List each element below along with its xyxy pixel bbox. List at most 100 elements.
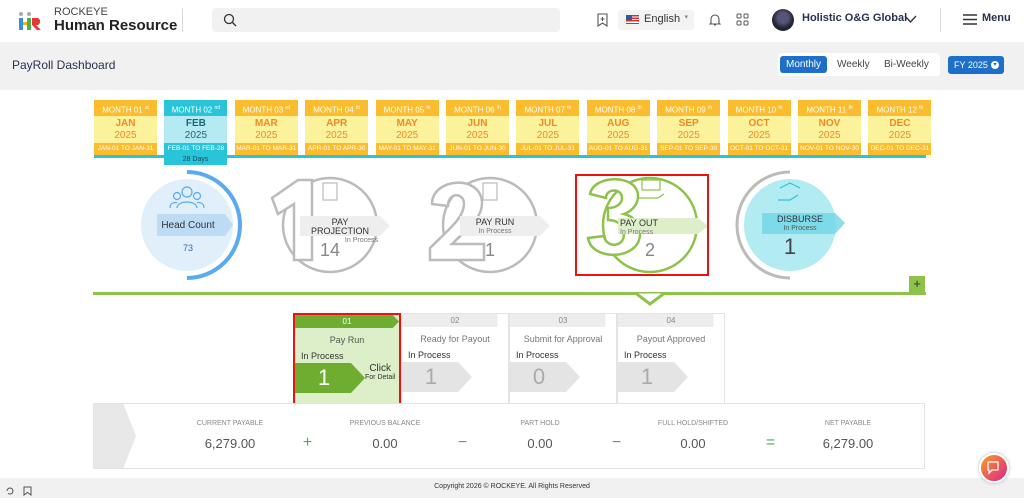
month-card[interactable]: MONTH 05 th MAY 2025 MAY-01 TO MAY-31: [375, 100, 439, 155]
pay-projection-card[interactable]: PAY PROJECTION In Process: [302, 218, 378, 245]
chat-button[interactable]: [979, 453, 1009, 483]
stage-count[interactable]: 1: [295, 363, 365, 393]
operator-sign: −: [611, 434, 622, 451]
stage-card[interactable]: 04 Payout Approved In Process 1: [617, 313, 725, 405]
stage-count[interactable]: 1: [402, 362, 472, 392]
stage-number: 02: [402, 314, 508, 327]
chevron-down-icon: ▾: [991, 61, 999, 69]
month-range: SEP-01 TO SEP-30: [657, 143, 721, 155]
menu-button[interactable]: Menu: [982, 12, 1011, 24]
chevron-down-icon[interactable]: [904, 15, 917, 24]
divider: [940, 8, 941, 32]
stage-card[interactable]: 01 Pay Run In Process 1 Click For Detail: [293, 313, 401, 405]
tab-weekly[interactable]: Weekly: [837, 59, 870, 70]
pay-out-card[interactable]: PAY OUT In Process: [620, 219, 690, 237]
disburse-card[interactable]: DISBURSE In Process: [760, 215, 840, 233]
pay-out-highlight[interactable]: [575, 174, 709, 276]
expand-button[interactable]: +: [909, 276, 925, 292]
month-range: MAY-01 TO MAY-31: [375, 143, 439, 155]
fiscal-year-label: FY 2025: [954, 60, 988, 70]
month-range: OCT-01 TO OCT-31: [727, 143, 791, 155]
month-body: FEB 2025: [164, 116, 228, 143]
search-input[interactable]: [212, 8, 560, 32]
month-range: JAN-01 TO JAN-31: [94, 143, 157, 155]
fiscal-year-select[interactable]: FY 2025 ▾: [948, 56, 1004, 74]
step-one-digit-shape: [270, 178, 314, 262]
month-card[interactable]: MONTH 01 st JAN 2025 JAN-01 TO JAN-31: [94, 100, 157, 155]
month-card[interactable]: MONTH 06 th JUN 2025 JUN-01 TO JUN-30: [446, 100, 509, 155]
month-label: MONTH 03 rd: [234, 100, 298, 116]
stage-status: In Process: [408, 350, 451, 360]
stage-name: Submit for Approval: [523, 334, 603, 344]
pay-run-card[interactable]: PAY RUN In Process: [460, 218, 530, 236]
month-label: MONTH 01 st: [94, 100, 157, 116]
stage-name: Pay Run: [329, 335, 365, 345]
month-label: MONTH 09 th: [657, 100, 721, 116]
brand-name: Human Resource: [54, 17, 178, 34]
month-card[interactable]: MONTH 07 th JUL 2025 JUL-01 TO JUL-31: [516, 100, 580, 155]
apps-grid-icon[interactable]: [736, 13, 749, 26]
month-body: JUL 2025: [516, 116, 580, 143]
avatar[interactable]: [772, 9, 794, 31]
month-card[interactable]: MONTH 10 th OCT 2025 OCT-01 TO OCT-31: [727, 100, 791, 155]
month-body: SEP 2025: [657, 116, 721, 143]
summary-value: 0.00: [527, 436, 553, 451]
month-label: MONTH 08 th: [586, 100, 650, 116]
tab-bi-weekly[interactable]: Bi-Weekly: [884, 59, 929, 70]
summary-value: 6,279.00: [822, 436, 874, 451]
operator-sign: +: [302, 434, 313, 451]
stage-card[interactable]: 03 Submit for Approval In Process 0: [509, 313, 617, 405]
summary-label: PREVIOUS BALANCE: [349, 420, 421, 427]
summary-label: NET PAYABLE: [824, 420, 872, 427]
click-for-detail[interactable]: Click For Detail: [365, 363, 396, 381]
month-card[interactable]: MONTH 03 rd MAR 2025 MAR-01 TO MAR-31: [234, 100, 298, 155]
stage-name: Ready for Payout: [420, 334, 490, 344]
step-two-digit-shape: [428, 181, 486, 262]
month-body: DEC 2025: [868, 116, 932, 143]
bookmark-icon[interactable]: [23, 486, 32, 496]
month-range: AUG-01 TO AUG-31: [586, 143, 650, 155]
stage-number: 03: [510, 314, 616, 327]
month-card[interactable]: MONTH 09 th SEP 2025 SEP-01 TO SEP-30: [657, 100, 721, 155]
summary-label: FULL HOLD/SHIFTED: [657, 420, 729, 427]
search-icon: [223, 13, 237, 27]
period-toggle: Monthly Weekly Bi-Weekly: [778, 53, 940, 76]
top-bar: ROCKEYE Human Resource English ▾ Holistic…: [0, 0, 1024, 42]
month-range: JUN-01 TO JUN-30: [446, 143, 509, 155]
pay-projection-value[interactable]: 14: [319, 240, 341, 260]
month-body: NOV 2025: [798, 116, 861, 143]
step-label: PAY RUN: [475, 217, 515, 227]
month-card[interactable]: MONTH 11 th NOV 2025 NOV-01 TO NOV-30: [798, 100, 861, 155]
stage-count[interactable]: 0: [510, 362, 580, 392]
stage-count[interactable]: 1: [618, 362, 688, 392]
month-card[interactable]: MONTH 08 th AUG 2025 AUG-01 TO AUG-31: [586, 100, 650, 155]
month-card[interactable]: MONTH 04 th APR 2025 APR-01 TO APR-30: [305, 100, 369, 155]
disburse-value[interactable]: 1: [783, 234, 797, 259]
month-card[interactable]: MONTH 12 th DEC 2025 DEC-01 TO DEC-31: [868, 100, 932, 155]
refresh-icon[interactable]: [5, 486, 15, 496]
pay-run-value[interactable]: 1: [484, 240, 495, 260]
pay-out-value[interactable]: 2: [644, 240, 655, 260]
user-name[interactable]: Holistic O&G Global: [802, 12, 908, 24]
footer-copyright: Copyright 2026 © ROCKEYE. All Rights Res…: [434, 483, 590, 490]
chat-bubble-icon: [987, 461, 999, 475]
head-count-value[interactable]: 73: [182, 243, 193, 253]
month-body: AUG 2025: [586, 116, 650, 143]
month-range: NOV-01 TO NOV-30: [798, 143, 861, 155]
month-body: MAY 2025: [375, 116, 439, 143]
head-count-label: Head Count: [161, 220, 215, 231]
bookmark-add-icon[interactable]: [597, 13, 608, 27]
summary-label: PART HOLD: [520, 420, 560, 427]
month-range: MAR-01 TO MAR-31: [234, 143, 298, 155]
payable-summary: [93, 403, 925, 469]
stage-status: In Process: [301, 351, 344, 361]
tab-monthly[interactable]: Monthly: [780, 56, 828, 73]
operator-sign: −: [457, 434, 468, 451]
pipeline-divider: [93, 292, 926, 295]
month-card[interactable]: MONTH 02 nd FEB 2025 FEB-01 TO FEB-28: [164, 100, 228, 155]
month-body: JAN 2025: [94, 116, 157, 143]
month-body: APR 2025: [305, 116, 369, 143]
bell-icon[interactable]: [709, 13, 721, 27]
stage-card[interactable]: 02 Ready for Payout In Process 1: [401, 313, 509, 405]
hamburger-icon[interactable]: [963, 14, 977, 25]
